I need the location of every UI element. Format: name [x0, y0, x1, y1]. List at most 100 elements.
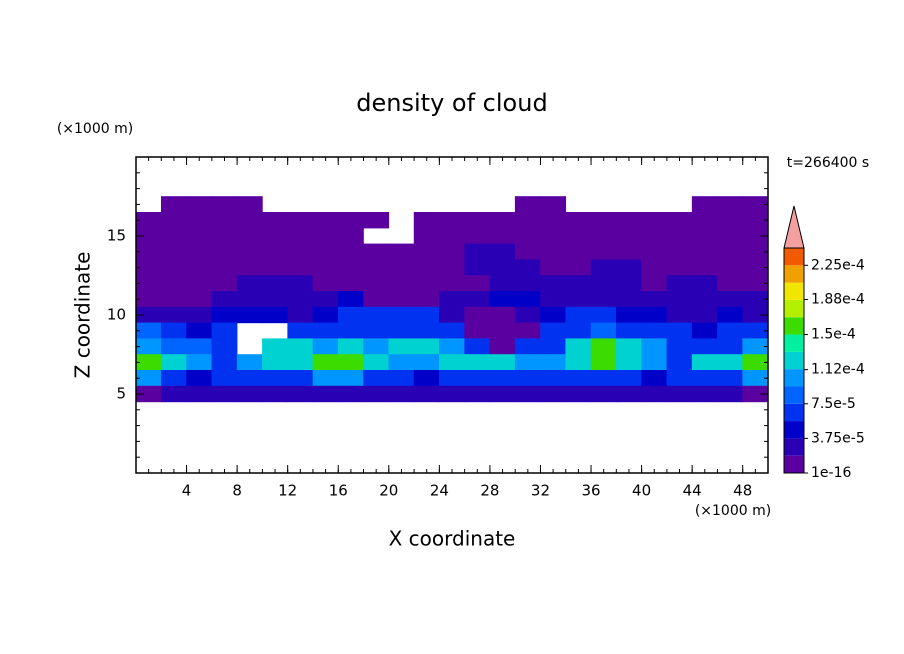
contour-cell [211, 322, 238, 339]
contour-cell [337, 259, 364, 276]
contour-cell [717, 322, 744, 339]
contour-cell [211, 291, 238, 308]
contour-cell [160, 306, 187, 324]
contour-cell [464, 212, 491, 229]
contour-cell [363, 243, 390, 260]
contour-cell [439, 259, 465, 276]
contour-cell [363, 338, 390, 355]
contour-cell [464, 306, 491, 324]
colorbar-tick-label: 7.5e-5 [811, 396, 856, 412]
contour-cell [691, 212, 718, 229]
contour-cell [160, 259, 187, 276]
contour-cell [565, 370, 592, 387]
contour-cell [186, 275, 213, 292]
contour-cell [616, 227, 642, 245]
contour-cell [540, 306, 567, 324]
contour-cell [363, 322, 390, 339]
contour-cell [388, 291, 415, 308]
contour-cell [717, 212, 744, 229]
contour-cell [312, 322, 339, 339]
contour-cell [641, 322, 668, 339]
contour-cell [236, 385, 263, 403]
colorbar-band [784, 421, 804, 439]
y-tick-label: 5 [116, 385, 126, 403]
contour-cell [489, 338, 516, 355]
contour-cell [312, 338, 339, 355]
contour-cell [514, 227, 541, 245]
contour-cell [262, 227, 288, 245]
colorbar-tick-label: 1e-16 [811, 465, 851, 481]
contour-cell [590, 370, 617, 387]
contour-cell [666, 385, 693, 403]
contour-cell [439, 243, 465, 260]
contour-cell [287, 354, 314, 371]
contour-cell [312, 243, 339, 260]
contour-cell [287, 385, 314, 403]
contour-cell [666, 354, 693, 371]
contour-cell [186, 306, 213, 324]
contour-cell [666, 259, 693, 276]
contour-cell [641, 243, 668, 260]
contour-cell [717, 227, 744, 245]
contour-cell [590, 212, 617, 229]
contour-cell [337, 275, 364, 292]
contour-cell [514, 196, 541, 213]
contour-cell [616, 275, 642, 292]
contour-cell [186, 370, 213, 387]
contour-cell [691, 243, 718, 260]
contour-cell [287, 212, 314, 229]
contour-cell [363, 291, 390, 308]
contour-cell [514, 338, 541, 355]
colorbar-band [784, 386, 804, 404]
contour-cell [388, 385, 415, 403]
contour-cell [186, 291, 213, 308]
contour-cell [742, 370, 769, 387]
contour-cell [388, 370, 415, 387]
contour-cell [160, 212, 187, 229]
contour-cell [388, 306, 415, 324]
contour-cell [540, 212, 567, 229]
contour-cell [262, 259, 288, 276]
contour-cell [464, 322, 491, 339]
contour-cell [186, 212, 213, 229]
contour-cell [236, 306, 263, 324]
contour-cell [590, 322, 617, 339]
contour-cell [489, 306, 516, 324]
contour-cell [666, 291, 693, 308]
contour-cell [641, 385, 668, 403]
contour-cell [135, 322, 162, 339]
contour-cell [742, 385, 769, 403]
colorbar-tick-label: 2.25e-4 [811, 257, 865, 273]
contour-cell [514, 243, 541, 260]
contour-cell [413, 385, 440, 403]
contour-cell [540, 370, 567, 387]
contour-cell [211, 259, 238, 276]
contour-cell [742, 243, 769, 260]
contour-cell [742, 322, 769, 339]
contour-cell [363, 385, 390, 403]
contour-cell [616, 370, 642, 387]
contour-cell [540, 385, 567, 403]
colorbar-overflow [783, 205, 805, 249]
contour-cell [135, 370, 162, 387]
contour-cell [717, 243, 744, 260]
contour-cell [160, 196, 187, 213]
contour-cell [590, 227, 617, 245]
contour-cell [211, 243, 238, 260]
contour-cell [211, 275, 238, 292]
contour-cell [641, 354, 668, 371]
contour-cell [135, 338, 162, 355]
contour-cell [489, 322, 516, 339]
contour-cell [691, 306, 718, 324]
contour-cell [135, 354, 162, 371]
contour-cell [540, 243, 567, 260]
contour-cell [590, 385, 617, 403]
contour-cell [211, 212, 238, 229]
contour-cell [262, 370, 288, 387]
contour-cell [211, 338, 238, 355]
contour-cell [691, 370, 718, 387]
contour-cell [565, 291, 592, 308]
contour-cell [691, 275, 718, 292]
contour-cell [464, 227, 491, 245]
contour-cell [337, 291, 364, 308]
